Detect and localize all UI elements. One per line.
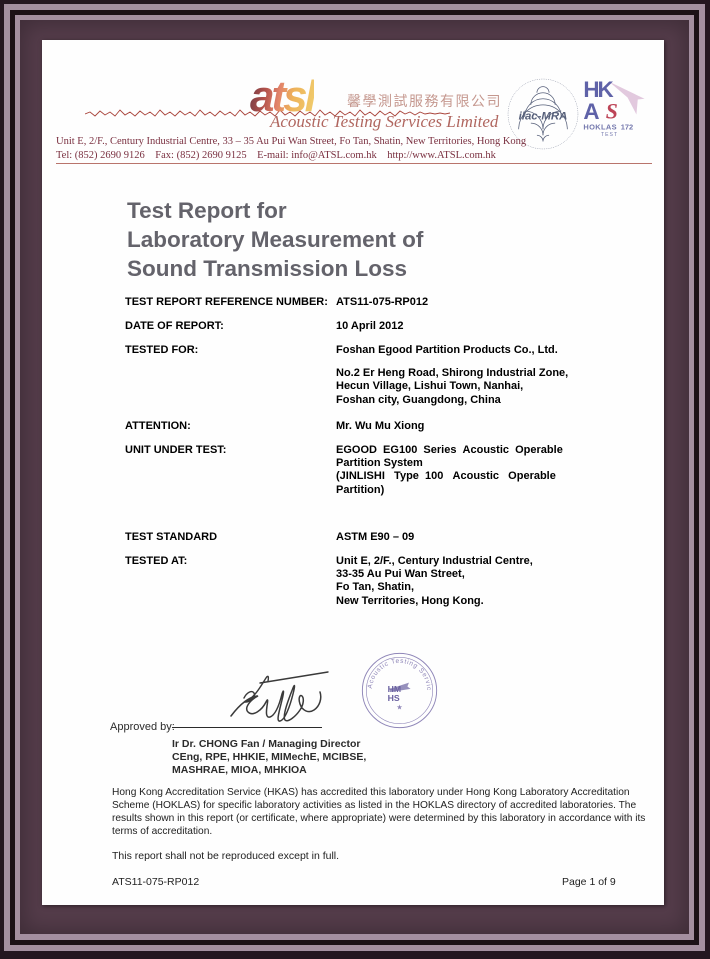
svg-text:S: S xyxy=(606,100,618,124)
svg-text:★: ★ xyxy=(396,703,402,711)
svg-text:HK: HK xyxy=(583,77,613,102)
svg-text:172: 172 xyxy=(621,122,633,131)
svg-text:A: A xyxy=(583,99,599,124)
svg-text:ilac-MRA: ilac-MRA xyxy=(519,110,568,122)
svg-text:HS: HS xyxy=(388,693,400,703)
svg-text:HOKLAS: HOKLAS xyxy=(583,122,617,131)
svg-text:TEST: TEST xyxy=(601,132,618,138)
